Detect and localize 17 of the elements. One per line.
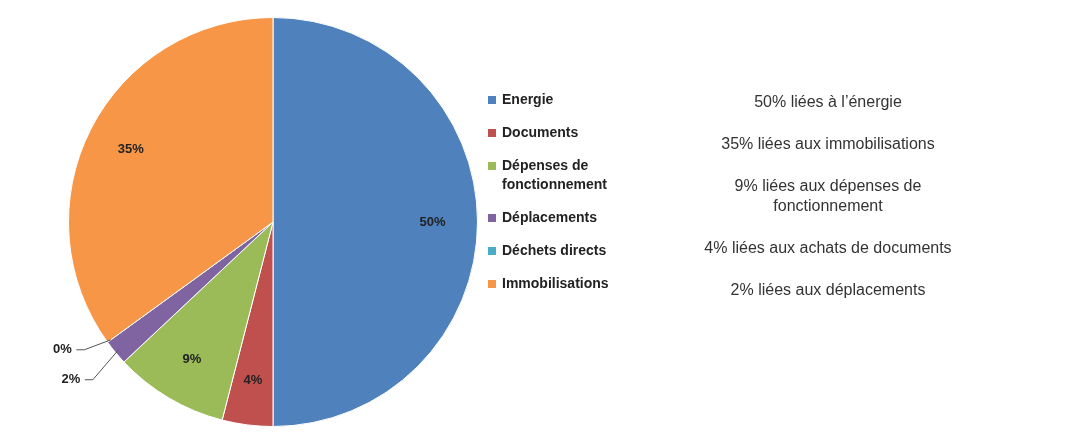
text: 2% liées aux déplacements (729, 280, 927, 300)
text: 9% liées aux dépenses de fonctionnement (733, 176, 923, 216)
data-label: 2% (61, 371, 81, 387)
legend-label: Déplacements (502, 208, 598, 227)
legend-label: Immobilisations (502, 274, 610, 293)
text: 4% liées aux achats de documents (703, 238, 953, 258)
data-label: 9% (182, 350, 202, 366)
data-label: 35% (117, 141, 145, 157)
text: 0% (52, 341, 72, 357)
legend-label: Documents (502, 123, 580, 142)
legend-label: Energie (502, 90, 555, 109)
text: 50% liées à l’énergie (753, 92, 903, 112)
legend-label: Dépenses de fonctionnement (502, 156, 608, 194)
legend-label: Déchets directs (502, 241, 608, 260)
data-label: 4% (243, 371, 263, 387)
text: 35% liées aux immobilisations (720, 134, 936, 154)
data-label: 50% (419, 213, 446, 229)
